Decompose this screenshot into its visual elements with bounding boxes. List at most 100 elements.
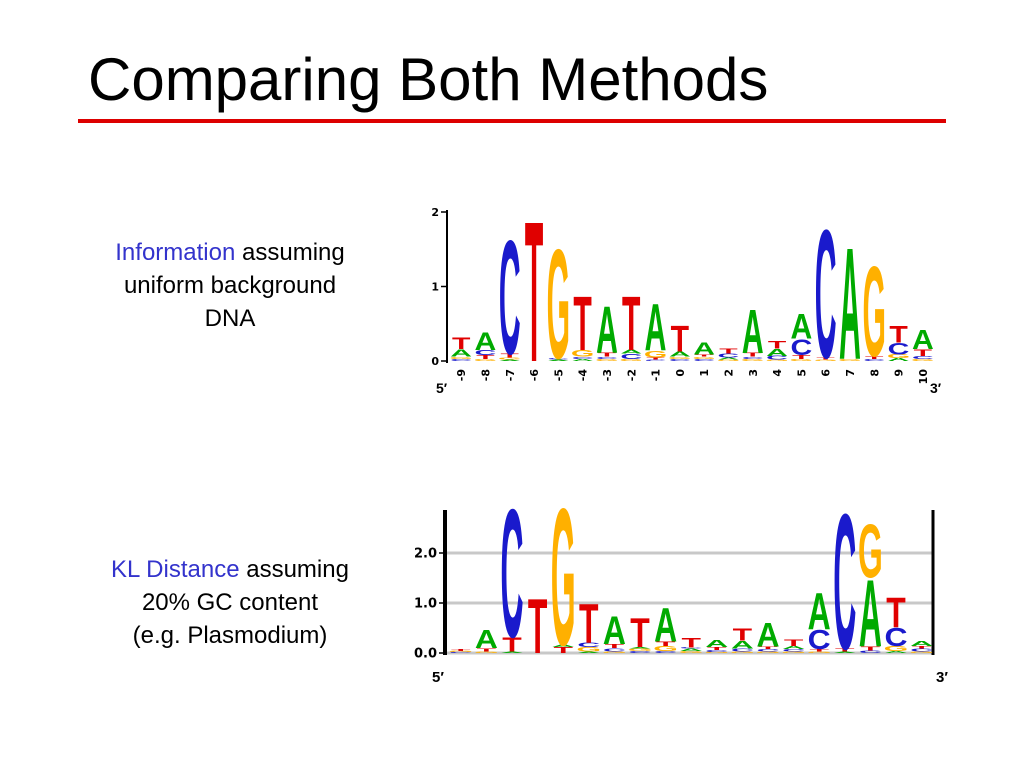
logo-letter-t: T [733, 626, 753, 645]
svg-text:G: G [602, 651, 627, 653]
logo-letter-g: G [838, 358, 861, 361]
svg-text:G: G [814, 359, 837, 361]
logo-letter-a: A [475, 626, 498, 655]
logo-letter-t: T [501, 353, 519, 359]
svg-text:A: A [718, 357, 740, 360]
x-position-label: -9 [455, 369, 468, 381]
logo-letter-t: T [452, 335, 471, 353]
logo-letter-t: T [553, 646, 572, 655]
svg-text:G: G [498, 357, 521, 360]
caption-kl-highlight: KL Distance [111, 556, 240, 583]
logo-letter-c: C [705, 650, 728, 653]
svg-text:G: G [551, 495, 576, 686]
svg-text:G: G [474, 358, 497, 361]
svg-text:G: G [838, 358, 861, 361]
x-position-label: -1 [650, 369, 663, 381]
svg-text:T: T [816, 357, 834, 360]
logo-letter-t: T [768, 338, 787, 351]
svg-text:T: T [758, 646, 778, 650]
svg-text:C: C [693, 358, 715, 361]
svg-text:A: A [645, 290, 667, 365]
logo-letter-t: T [744, 352, 762, 358]
x-position-label: 1 [698, 369, 711, 377]
three-prime-label: 3′ [930, 380, 942, 396]
svg-text:A: A [756, 616, 779, 654]
svg-text:G: G [790, 358, 813, 361]
logo-letter-c: C [833, 495, 856, 690]
svg-text:A: A [766, 347, 788, 358]
svg-text:C: C [766, 355, 788, 361]
logo-letter-a: A [718, 357, 740, 360]
svg-text:C: C [790, 335, 812, 360]
logo-letter-g: G [911, 358, 934, 361]
logo-letter-g: G [790, 358, 813, 361]
x-position-label: 5 [795, 369, 808, 377]
svg-text:A: A [620, 349, 642, 355]
logo-letter-c: C [782, 648, 805, 652]
svg-text:A: A [680, 648, 703, 652]
logo-letter-a: A [645, 290, 667, 365]
svg-text:T: T [452, 335, 471, 353]
logo-letter-t: T [792, 354, 810, 360]
logo-letter-g: G [858, 510, 883, 595]
svg-text:C: C [449, 652, 472, 654]
logo-letter-a: A [693, 339, 715, 358]
svg-text:T: T [809, 648, 829, 652]
logo-letter-a: A [790, 307, 812, 347]
svg-text:A: A [669, 350, 691, 358]
svg-text:A: A [884, 651, 907, 654]
svg-text:G: G [576, 646, 601, 653]
x-position-label: -2 [625, 369, 638, 381]
logo-letter-g: G [498, 357, 521, 360]
logo-letter-a: A [628, 647, 651, 649]
logo-letter-t: T [681, 636, 700, 651]
svg-text:T: T [656, 640, 675, 647]
logo-letter-c: C [731, 648, 754, 653]
logo-letter-t: T [835, 648, 855, 653]
svg-text:G: G [884, 645, 909, 653]
svg-text:G: G [741, 358, 764, 361]
svg-text:C: C [912, 355, 934, 360]
logo-letter-g: G [704, 652, 729, 654]
logo-letter-g: G [474, 358, 497, 361]
svg-text:G: G [909, 651, 934, 653]
svg-text:G: G [620, 358, 643, 361]
logo-letter-a: A [500, 651, 523, 653]
svg-text:T: T [912, 645, 932, 649]
logo-letter-g: G [668, 356, 691, 359]
x-position-label: -8 [479, 369, 492, 381]
svg-text:G: G [628, 648, 653, 652]
logo-letter-t: T [646, 357, 664, 360]
logo-letter-c: C [742, 356, 764, 359]
svg-text:A: A [839, 216, 861, 394]
logo-letter-g: G [602, 651, 627, 653]
logo-letter-a: A [910, 640, 933, 648]
logo-letter-t: T [809, 648, 829, 652]
svg-text:G: G [679, 651, 704, 654]
svg-text:A: A [547, 359, 569, 361]
logo-letter-a: A [572, 358, 594, 361]
svg-text:G: G [863, 239, 886, 384]
svg-text:A: A [910, 640, 933, 648]
svg-text:G: G [547, 216, 570, 391]
svg-text:A: A [833, 651, 856, 653]
logo-letter-t: T [528, 582, 547, 670]
logo-letter-g: G [756, 651, 781, 653]
logo-letter-c: C [500, 495, 523, 676]
svg-text:G: G [644, 349, 667, 359]
logo-letter-g: G [717, 359, 740, 361]
logo-letter-a: A [680, 648, 703, 652]
logo-letter-t: T [865, 355, 883, 360]
svg-text:T: T [501, 353, 519, 359]
svg-text:T: T [792, 354, 810, 360]
x-position-label: 9 [893, 369, 906, 377]
svg-text:C: C [596, 356, 618, 359]
caption-information-text: assuming [242, 239, 345, 266]
logo-letter-t: T [502, 633, 522, 656]
logo-letter-g: G [595, 358, 618, 361]
svg-text:C: C [718, 353, 740, 359]
logo-letter-t: T [695, 354, 713, 357]
svg-text:C: C [808, 625, 831, 656]
svg-text:A: A [808, 583, 831, 641]
svg-text:A: A [731, 639, 754, 652]
